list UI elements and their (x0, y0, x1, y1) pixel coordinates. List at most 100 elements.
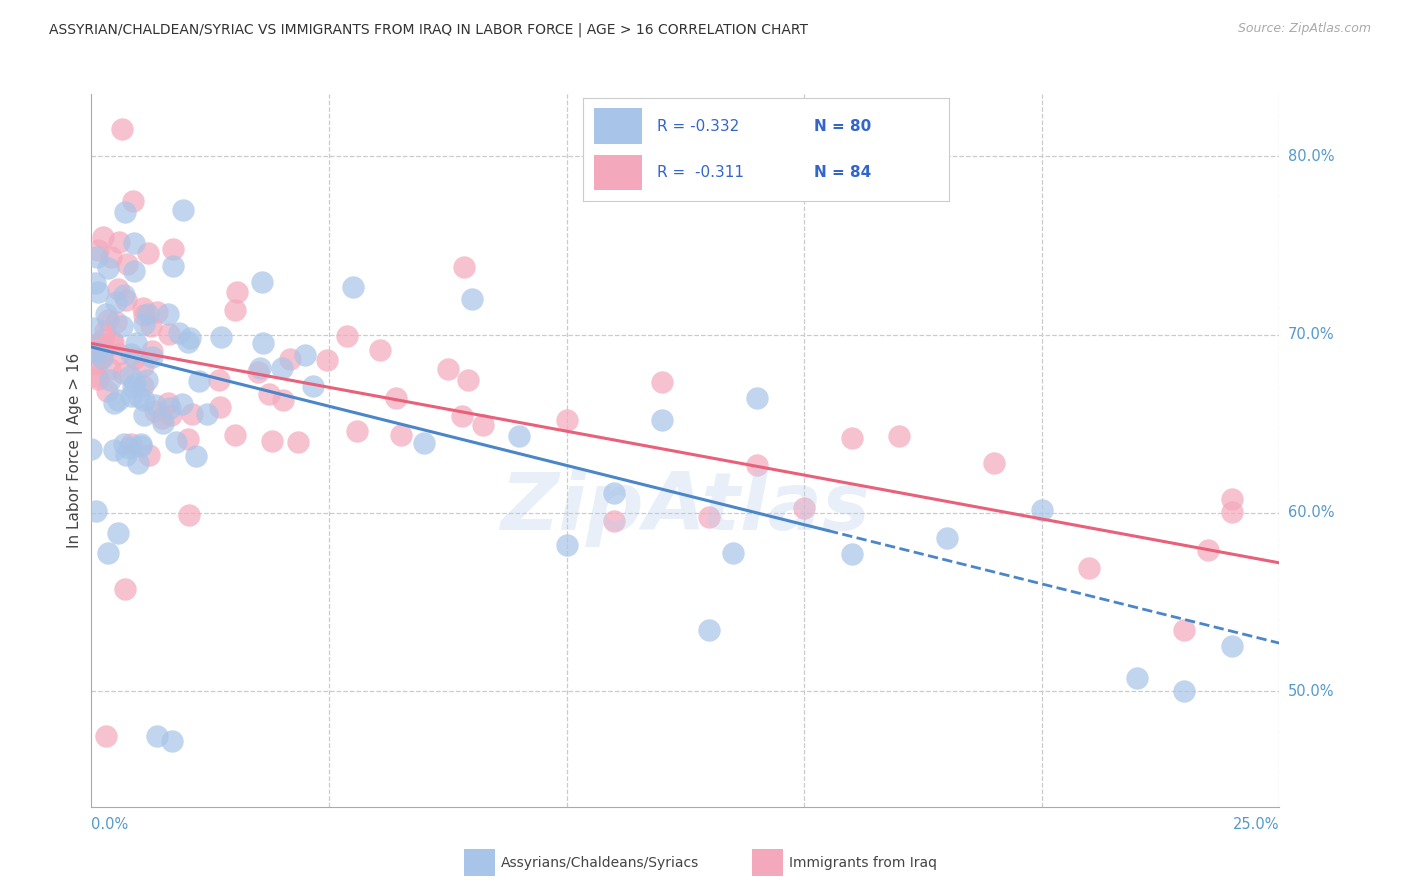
Point (129, 437, 152, 451)
Point (127, 456, 149, 470)
Point (184, 449, 207, 463)
Point (697, 510, 720, 524)
Point (87, 244, 110, 258)
Point (170, 397, 193, 411)
Point (100, 250, 122, 264)
Point (105, 315, 128, 329)
Point (162, 734, 184, 748)
Point (141, 351, 163, 365)
Point (111, 319, 134, 334)
Point (128, 390, 150, 404)
Point (294, 348, 316, 362)
Point (124, 377, 146, 392)
Point (188, 374, 211, 388)
Y-axis label: In Labor Force | Age > 16: In Labor Force | Age > 16 (67, 353, 83, 548)
Point (150, 410, 173, 425)
Point (460, 292, 482, 306)
Point (257, 387, 280, 401)
Bar (595, 108, 643, 145)
Point (91, 229, 114, 244)
Point (93, 343, 115, 358)
Point (247, 365, 270, 379)
Point (146, 305, 169, 319)
Point (115, 257, 138, 271)
Point (793, 500, 815, 515)
Point (1078, 561, 1101, 575)
Point (107, 235, 129, 250)
Point (121, 380, 143, 394)
Point (98, 373, 121, 387)
Point (112, 436, 135, 450)
Point (453, 260, 475, 275)
Point (82, 321, 104, 335)
Point (80, 442, 103, 457)
Point (555, 538, 578, 552)
Point (450, 409, 472, 423)
Point (1173, 684, 1195, 698)
Point (90, 351, 112, 365)
Point (101, 334, 124, 349)
Point (118, 441, 141, 455)
Point (94, 308, 117, 322)
Text: N = 84: N = 84 (814, 165, 872, 180)
Point (342, 280, 364, 294)
Point (120, 389, 142, 403)
Point (224, 428, 246, 442)
Point (145, 398, 167, 412)
Point (208, 373, 231, 387)
Point (146, 729, 169, 743)
Point (107, 392, 129, 407)
Point (143, 403, 166, 417)
Point (162, 242, 184, 256)
Point (132, 359, 155, 373)
Point (103, 396, 125, 410)
Point (508, 428, 530, 442)
Point (96, 384, 118, 398)
Point (97, 546, 120, 560)
Text: 0.0%: 0.0% (91, 817, 128, 832)
Point (252, 275, 274, 289)
Point (278, 352, 301, 367)
Text: 70.0%: 70.0% (1288, 327, 1334, 342)
Point (697, 624, 720, 638)
Text: ZipAtlas: ZipAtlas (501, 468, 870, 547)
Point (391, 427, 413, 442)
Point (436, 361, 458, 376)
Point (120, 347, 142, 361)
Point (134, 309, 156, 323)
Point (122, 194, 145, 208)
Text: R = -0.332: R = -0.332 (657, 119, 738, 134)
Point (152, 416, 174, 430)
Point (156, 396, 179, 410)
Point (86, 372, 108, 386)
Point (132, 379, 155, 393)
Point (136, 307, 159, 321)
Point (346, 424, 368, 438)
Point (157, 326, 180, 341)
Point (457, 373, 479, 387)
Point (84, 504, 107, 518)
Point (114, 204, 136, 219)
Point (249, 361, 271, 376)
Point (111, 122, 134, 136)
Point (262, 434, 284, 448)
Point (603, 514, 626, 528)
Point (413, 436, 436, 450)
Point (1197, 543, 1219, 558)
Point (87, 285, 110, 299)
Point (111, 366, 134, 380)
Point (935, 531, 957, 545)
Point (472, 417, 495, 432)
Point (156, 307, 179, 321)
Point (107, 526, 129, 541)
Point (125, 336, 148, 351)
Point (159, 401, 181, 415)
Point (336, 329, 359, 343)
Point (160, 408, 183, 422)
Text: 60.0%: 60.0% (1288, 506, 1334, 520)
Point (114, 582, 136, 596)
Text: ASSYRIAN/CHALDEAN/SYRIAC VS IMMIGRANTS FROM IRAQ IN LABOR FORCE | AGE > 16 CORRE: ASSYRIAN/CHALDEAN/SYRIAC VS IMMIGRANTS F… (49, 22, 808, 37)
Point (252, 335, 274, 350)
Point (103, 442, 125, 457)
Point (841, 547, 863, 561)
